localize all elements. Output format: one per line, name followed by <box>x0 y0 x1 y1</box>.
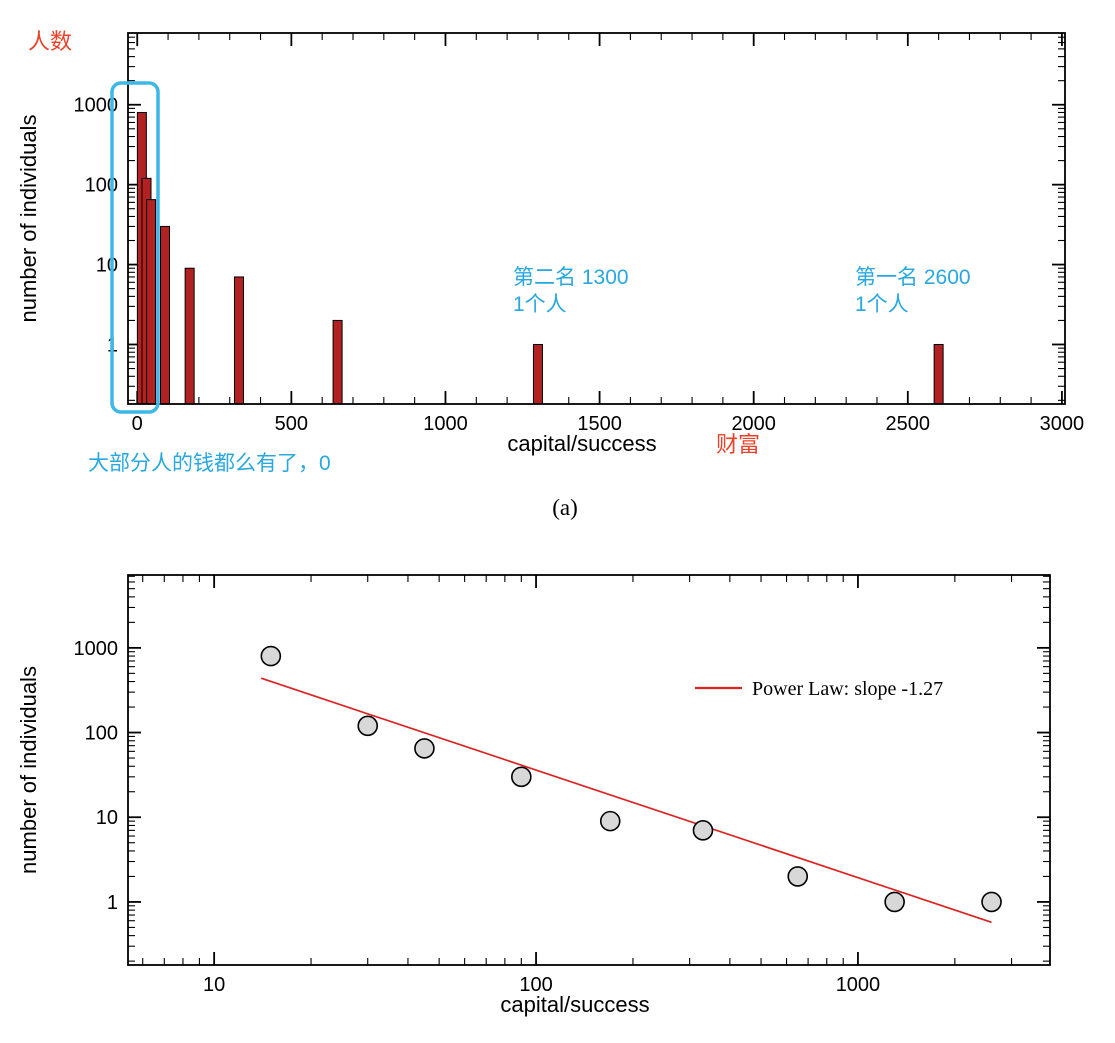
annotation-second-place-line1: 第二名 1300 <box>513 266 629 289</box>
y-axis-label: number of individuals <box>16 115 41 323</box>
x-axis-label: capital/success <box>507 431 656 456</box>
y-tick-label: 1000 <box>74 638 119 660</box>
loglog-scatter-chart: 10 100 1000 1 10 100 1000 Power Law: slope -1.2… <box>16 574 1051 1017</box>
fit-line <box>260 677 992 924</box>
x-tick-label: 100 <box>519 974 552 996</box>
data-point <box>414 738 435 759</box>
x-tick-label: 500 <box>275 413 308 435</box>
x-tick-label: 1500 <box>577 413 622 435</box>
y-tick-label: 1 <box>107 892 118 914</box>
bar <box>159 225 170 405</box>
x-tick-label: 0 <box>132 413 143 435</box>
y-tick-label: 10 <box>96 255 118 277</box>
annotation-second-place-line2: 1个人 <box>513 293 567 316</box>
legend-label: Power Law: slope -1.27 <box>752 678 943 700</box>
y-tick-label: 10 <box>96 807 118 829</box>
bar <box>532 343 543 405</box>
annotation-renshu: 人数 <box>28 29 73 54</box>
annotation-zero-note: 大部分人的钱都么有了，0 <box>88 452 331 475</box>
bar <box>933 343 944 405</box>
plot-frame <box>127 574 1051 966</box>
bar <box>184 267 195 405</box>
annotation-first-place-line1: 第一名 2600 <box>855 266 971 289</box>
data-point <box>599 810 621 832</box>
x-tick-label: 1000 <box>836 974 881 996</box>
axis-ticks <box>128 33 1065 404</box>
bar <box>146 199 157 405</box>
annotation-first-place-line2: 1个人 <box>855 293 909 316</box>
axis-ticks <box>128 575 1050 965</box>
data-point <box>884 891 905 913</box>
y-axis-label: number of individuals <box>16 666 41 874</box>
data-points <box>260 645 1002 913</box>
panel-label-a: (a) <box>552 495 578 520</box>
bars <box>136 111 944 405</box>
plot-frame <box>127 32 1066 405</box>
annotation-first-place: 第一名 2600 1个人 <box>855 264 971 318</box>
y-tick-label: 1000 <box>74 95 119 117</box>
tick-labels: 10 100 1000 1 10 100 1000 <box>74 638 881 996</box>
bar <box>332 319 343 405</box>
bar <box>233 276 244 405</box>
data-point <box>787 866 809 887</box>
data-point <box>357 715 379 737</box>
x-tick-label: 3000 <box>1040 413 1085 435</box>
annotation-second-place: 第二名 1300 1个人 <box>513 264 629 318</box>
data-point <box>511 766 532 788</box>
x-tick-label: 2500 <box>886 413 931 435</box>
x-tick-label: 1000 <box>423 413 468 435</box>
data-point <box>981 891 1002 913</box>
data-point <box>692 820 714 841</box>
annotation-caifu: 财富 <box>716 432 761 457</box>
x-tick-label: 10 <box>203 974 225 996</box>
y-tick-label: 100 <box>85 175 118 197</box>
x-axis-label: capital/success <box>500 992 649 1017</box>
x-tick-label: 2000 <box>731 413 776 435</box>
data-point <box>260 645 282 667</box>
y-tick-label: 100 <box>85 723 118 745</box>
highlight-box <box>110 81 160 414</box>
histogram-chart: 0 500 1000 1500 2000 2500 30001101001000capita… <box>16 32 1085 456</box>
